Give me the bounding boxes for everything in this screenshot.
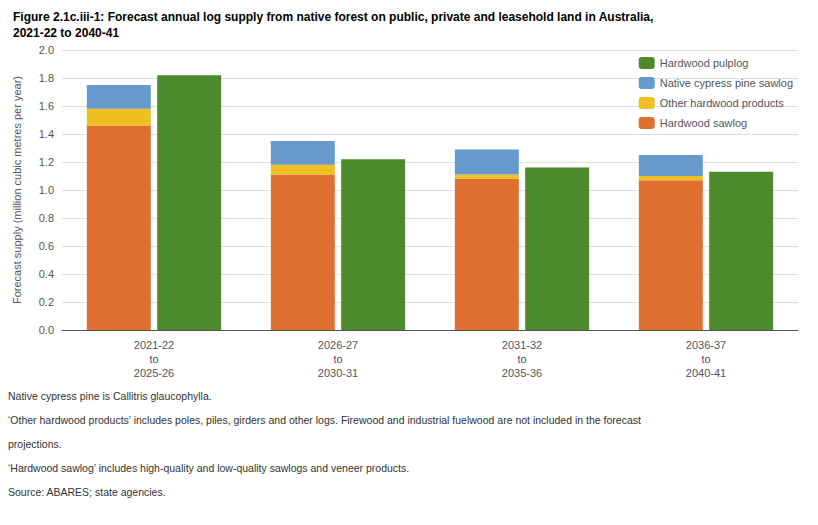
svg-text:0.0: 0.0 xyxy=(39,324,54,336)
svg-text:2026-27: 2026-27 xyxy=(318,339,358,351)
svg-text:‘Other hardwood products’ incl: ‘Other hardwood products’ includes poles… xyxy=(8,414,641,426)
svg-text:0.2: 0.2 xyxy=(39,296,54,308)
svg-text:1.0: 1.0 xyxy=(39,184,54,196)
svg-text:Figure 2.1c.iii-1: Forecast an: Figure 2.1c.iii-1: Forecast annual log s… xyxy=(13,10,653,24)
svg-text:Forecast supply (million cubic: Forecast supply (million cubic metres pe… xyxy=(11,76,23,304)
svg-text:projections.: projections. xyxy=(8,438,62,450)
svg-text:Other hardwood products: Other hardwood products xyxy=(660,97,785,109)
svg-text:to: to xyxy=(701,353,710,365)
svg-text:to: to xyxy=(333,353,342,365)
svg-text:to: to xyxy=(149,353,158,365)
svg-text:‘Hardwood sawlog’ includes hig: ‘Hardwood sawlog’ includes high-quality … xyxy=(8,462,409,474)
svg-text:to: to xyxy=(517,353,526,365)
svg-text:2030-31: 2030-31 xyxy=(318,367,358,379)
svg-text:1.8: 1.8 xyxy=(39,72,54,84)
svg-text:Hardwood pulplog: Hardwood pulplog xyxy=(660,57,749,69)
svg-text:2021-22 to 2040-41: 2021-22 to 2040-41 xyxy=(13,26,119,40)
svg-text:0.4: 0.4 xyxy=(39,268,54,280)
svg-text:2031-32: 2031-32 xyxy=(502,339,542,351)
svg-text:0.8: 0.8 xyxy=(39,212,54,224)
svg-text:Native cypress pine is Callitr: Native cypress pine is Callitris glaucop… xyxy=(8,390,212,402)
svg-text:0.6: 0.6 xyxy=(39,240,54,252)
svg-text:1.6: 1.6 xyxy=(39,100,54,112)
svg-text:2.0: 2.0 xyxy=(39,44,54,56)
svg-text:Source: ABARES; state agencies: Source: ABARES; state agencies. xyxy=(8,486,166,498)
svg-text:1.2: 1.2 xyxy=(39,156,54,168)
svg-text:2035-36: 2035-36 xyxy=(502,367,542,379)
svg-text:1.4: 1.4 xyxy=(39,128,54,140)
svg-text:Hardwood sawlog: Hardwood sawlog xyxy=(660,117,747,129)
svg-text:2025-26: 2025-26 xyxy=(134,367,174,379)
svg-text:2021-22: 2021-22 xyxy=(134,339,174,351)
svg-text:Native cypress pine sawlog: Native cypress pine sawlog xyxy=(660,77,793,89)
svg-text:2040-41: 2040-41 xyxy=(686,367,726,379)
svg-text:2036-37: 2036-37 xyxy=(686,339,726,351)
